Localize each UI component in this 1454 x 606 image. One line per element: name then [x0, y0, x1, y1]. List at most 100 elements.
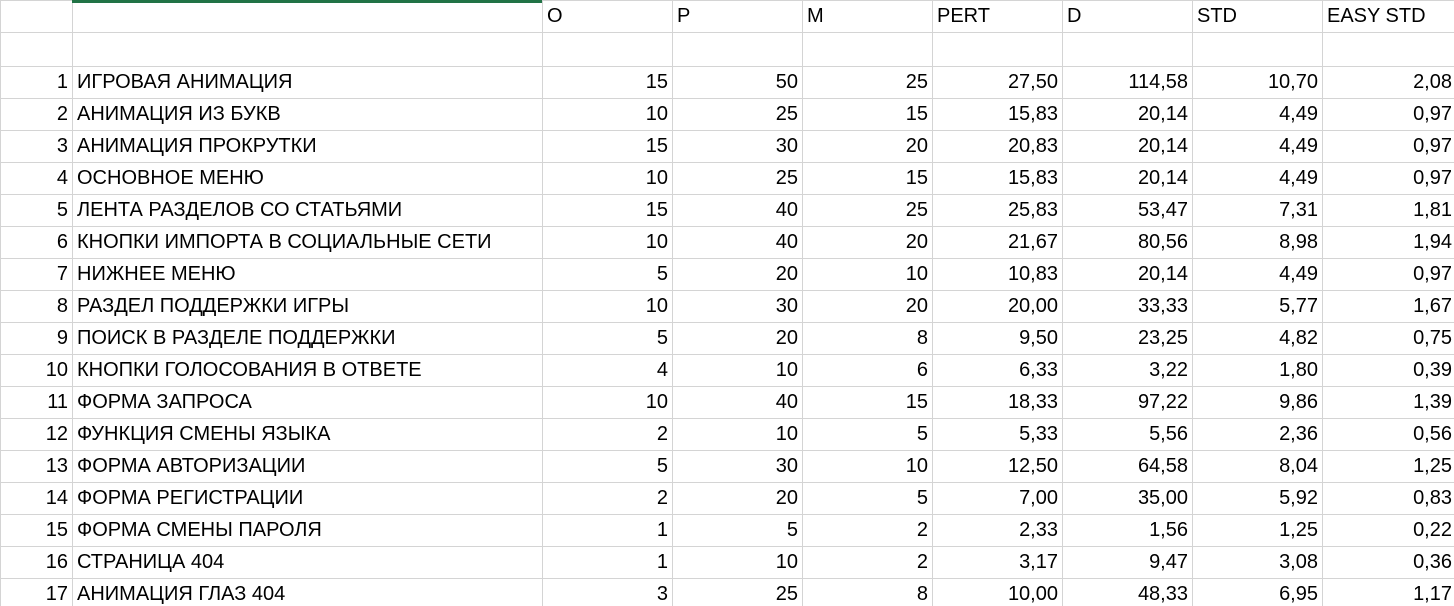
- cell-p[interactable]: 30: [672, 450, 803, 483]
- cell-easy-std[interactable]: 1,17: [1322, 578, 1454, 606]
- cell-name[interactable]: РАЗДЕЛ ПОДДЕРЖКИ ИГРЫ: [72, 290, 543, 323]
- empty-cell[interactable]: [932, 32, 1063, 67]
- cell-p[interactable]: 10: [672, 418, 803, 451]
- cell-index[interactable]: 14: [0, 482, 73, 515]
- cell-m[interactable]: 15: [802, 386, 933, 419]
- cell-index[interactable]: 9: [0, 322, 73, 355]
- cell-std[interactable]: 4,49: [1192, 98, 1323, 131]
- cell-index[interactable]: 16: [0, 546, 73, 579]
- cell-name[interactable]: ИГРОВАЯ АНИМАЦИЯ: [72, 66, 543, 99]
- cell-std[interactable]: 7,31: [1192, 194, 1323, 227]
- cell-pert[interactable]: 15,83: [932, 162, 1063, 195]
- cell-easy-std[interactable]: 1,94: [1322, 226, 1454, 259]
- cell-o[interactable]: 1: [542, 514, 673, 547]
- cell-o[interactable]: 10: [542, 386, 673, 419]
- cell-d[interactable]: 20,14: [1062, 258, 1193, 291]
- cell-m[interactable]: 6: [802, 354, 933, 387]
- empty-cell[interactable]: [672, 32, 803, 67]
- cell-o[interactable]: 5: [542, 322, 673, 355]
- cell-index[interactable]: 8: [0, 290, 73, 323]
- cell-o[interactable]: 1: [542, 546, 673, 579]
- cell-std[interactable]: 5,77: [1192, 290, 1323, 323]
- cell-easy-std[interactable]: 0,97: [1322, 162, 1454, 195]
- cell-pert[interactable]: 25,83: [932, 194, 1063, 227]
- cell-name[interactable]: АНИМАЦИЯ ГЛАЗ 404: [72, 578, 543, 606]
- cell-std[interactable]: 4,49: [1192, 258, 1323, 291]
- cell-std[interactable]: 8,98: [1192, 226, 1323, 259]
- cell-m[interactable]: 5: [802, 482, 933, 515]
- cell-d[interactable]: 33,33: [1062, 290, 1193, 323]
- cell-easy-std[interactable]: 1,39: [1322, 386, 1454, 419]
- cell-m[interactable]: 15: [802, 98, 933, 131]
- cell-p[interactable]: 30: [672, 130, 803, 163]
- cell-easy-std[interactable]: 0,36: [1322, 546, 1454, 579]
- cell-p[interactable]: 20: [672, 322, 803, 355]
- cell-easy-std[interactable]: 1,25: [1322, 450, 1454, 483]
- cell-std[interactable]: 2,36: [1192, 418, 1323, 451]
- cell-pert[interactable]: 27,50: [932, 66, 1063, 99]
- cell-pert[interactable]: 21,67: [932, 226, 1063, 259]
- cell-name[interactable]: КНОПКИ ИМПОРТА В СОЦИАЛЬНЫЕ СЕТИ: [72, 226, 543, 259]
- cell-std[interactable]: 3,08: [1192, 546, 1323, 579]
- cell-name[interactable]: НИЖНЕЕ МЕНЮ: [72, 258, 543, 291]
- cell-o[interactable]: 15: [542, 66, 673, 99]
- cell-name[interactable]: ФОРМА ЗАПРОСА: [72, 386, 543, 419]
- cell-easy-std[interactable]: 2,08: [1322, 66, 1454, 99]
- cell-index[interactable]: 10: [0, 354, 73, 387]
- cell-index[interactable]: 11: [0, 386, 73, 419]
- cell-p[interactable]: 25: [672, 98, 803, 131]
- cell-std[interactable]: 9,86: [1192, 386, 1323, 419]
- cell-d[interactable]: 5,56: [1062, 418, 1193, 451]
- cell-m[interactable]: 20: [802, 130, 933, 163]
- cell-name[interactable]: АНИМАЦИЯ ПРОКРУТКИ: [72, 130, 543, 163]
- cell-index[interactable]: 6: [0, 226, 73, 259]
- cell-d[interactable]: 80,56: [1062, 226, 1193, 259]
- cell-pert[interactable]: 10,00: [932, 578, 1063, 606]
- cell-o[interactable]: 10: [542, 162, 673, 195]
- header-cell-easy-std[interactable]: EASY STD: [1322, 0, 1454, 33]
- empty-cell[interactable]: [542, 32, 673, 67]
- cell-p[interactable]: 50: [672, 66, 803, 99]
- cell-p[interactable]: 40: [672, 386, 803, 419]
- cell-m[interactable]: 5: [802, 418, 933, 451]
- cell-m[interactable]: 10: [802, 258, 933, 291]
- cell-index[interactable]: 15: [0, 514, 73, 547]
- cell-p[interactable]: 40: [672, 194, 803, 227]
- cell-std[interactable]: 5,92: [1192, 482, 1323, 515]
- cell-d[interactable]: 20,14: [1062, 162, 1193, 195]
- cell-index[interactable]: 4: [0, 162, 73, 195]
- cell-index[interactable]: 5: [0, 194, 73, 227]
- cell-p[interactable]: 10: [672, 546, 803, 579]
- header-cell-index[interactable]: [0, 0, 73, 33]
- header-cell-pert[interactable]: PERT: [932, 0, 1063, 33]
- cell-m[interactable]: 8: [802, 322, 933, 355]
- cell-index[interactable]: 2: [0, 98, 73, 131]
- cell-pert[interactable]: 15,83: [932, 98, 1063, 131]
- header-cell-name[interactable]: [72, 0, 543, 33]
- header-cell-o[interactable]: O: [542, 0, 673, 33]
- cell-p[interactable]: 20: [672, 482, 803, 515]
- cell-m[interactable]: 25: [802, 66, 933, 99]
- cell-p[interactable]: 25: [672, 162, 803, 195]
- cell-pert[interactable]: 6,33: [932, 354, 1063, 387]
- cell-pert[interactable]: 3,17: [932, 546, 1063, 579]
- cell-d[interactable]: 20,14: [1062, 98, 1193, 131]
- cell-name[interactable]: ОСНОВНОЕ МЕНЮ: [72, 162, 543, 195]
- cell-p[interactable]: 20: [672, 258, 803, 291]
- cell-name[interactable]: ФОРМА СМЕНЫ ПАРОЛЯ: [72, 514, 543, 547]
- cell-index[interactable]: 13: [0, 450, 73, 483]
- cell-d[interactable]: 23,25: [1062, 322, 1193, 355]
- cell-name[interactable]: ФУНКЦИЯ СМЕНЫ ЯЗЫКА: [72, 418, 543, 451]
- cell-std[interactable]: 6,95: [1192, 578, 1323, 606]
- cell-m[interactable]: 10: [802, 450, 933, 483]
- cell-std[interactable]: 1,80: [1192, 354, 1323, 387]
- cell-o[interactable]: 5: [542, 450, 673, 483]
- cell-m[interactable]: 2: [802, 546, 933, 579]
- cell-easy-std[interactable]: 0,39: [1322, 354, 1454, 387]
- cell-o[interactable]: 10: [542, 290, 673, 323]
- cell-d[interactable]: 48,33: [1062, 578, 1193, 606]
- cell-easy-std[interactable]: 0,97: [1322, 130, 1454, 163]
- cell-p[interactable]: 30: [672, 290, 803, 323]
- cell-d[interactable]: 114,58: [1062, 66, 1193, 99]
- cell-name[interactable]: ЛЕНТА РАЗДЕЛОВ СО СТАТЬЯМИ: [72, 194, 543, 227]
